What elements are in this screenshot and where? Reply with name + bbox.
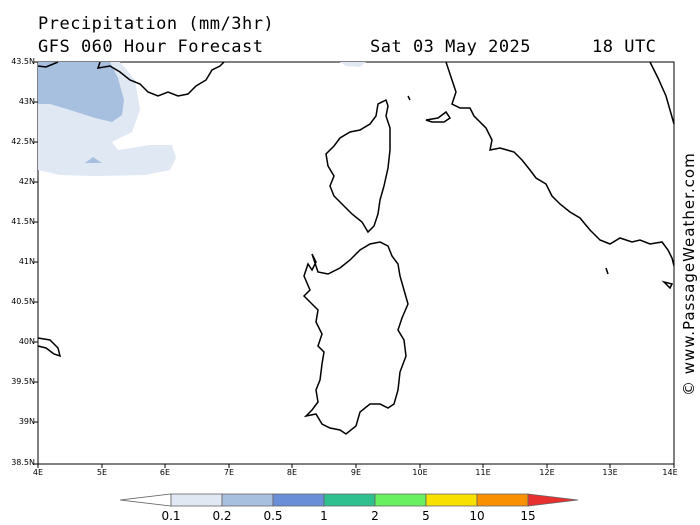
- legend-label: 2: [371, 509, 379, 523]
- precip-area-medium: [38, 62, 124, 122]
- lon-label: 7E: [223, 468, 235, 477]
- coastlines: [37, 61, 675, 435]
- legend-label: 5: [422, 509, 430, 523]
- lon-label: 8E: [286, 468, 298, 477]
- map-frame: [37, 61, 675, 465]
- lat-label: 41.5N: [11, 217, 35, 226]
- legend-swatch-0: [119, 493, 172, 507]
- lon-label: 4E: [32, 468, 44, 477]
- credit-text: © www.PassageWeather.com: [680, 152, 698, 396]
- coast-france: [37, 61, 225, 97]
- legend-colorbar: [119, 493, 579, 507]
- legend-label: 0.5: [263, 509, 283, 523]
- legend-swatch-5: [374, 493, 427, 507]
- axis-ticks: [34, 61, 675, 468]
- legend-label: 0.2: [212, 509, 232, 523]
- lon-label: 10E: [412, 468, 428, 477]
- precip-area-light-2: [340, 62, 366, 67]
- lon-label: 14E: [662, 468, 678, 477]
- valid-date: Sat 03 May 2025: [370, 37, 532, 57]
- lat-label: 39N: [18, 417, 35, 426]
- lon-label: 5E: [96, 468, 108, 477]
- lon-label: 11E: [475, 468, 491, 477]
- lat-label: 38.5N: [11, 458, 35, 467]
- coast-islet-3: [661, 280, 674, 290]
- lon-label: 12E: [539, 468, 555, 477]
- legend-swatch-8: [527, 493, 579, 507]
- lon-label: 6E: [159, 468, 171, 477]
- coast-east-edge: [649, 61, 675, 125]
- lat-label: 43.5N: [11, 57, 35, 66]
- precipitation-overlay: [38, 62, 366, 176]
- forecast-label: GFS 060 Hour Forecast: [38, 37, 264, 57]
- legend-swatch-1: [170, 493, 223, 507]
- legend-label: 1: [320, 509, 328, 523]
- valid-time: 18 UTC: [592, 37, 657, 57]
- coast-corsica: [325, 98, 391, 234]
- coast-elba: [425, 110, 452, 123]
- legend-label: 10: [469, 509, 485, 523]
- coast-south-left: [37, 337, 62, 358]
- lat-label: 43N: [18, 97, 35, 106]
- legend-swatch-4: [323, 493, 376, 507]
- lon-label: 13E: [602, 468, 618, 477]
- lat-label: 40N: [18, 337, 35, 346]
- legend-swatch-7: [476, 493, 529, 507]
- lat-label: 41N: [18, 257, 35, 266]
- legend-swatch-3: [272, 493, 325, 507]
- lat-label: 42.5N: [11, 137, 35, 146]
- lon-label: 9E: [350, 468, 362, 477]
- legend-swatch-2: [221, 493, 274, 507]
- legend-swatch-6: [425, 493, 478, 507]
- map-title: Precipitation (mm/3hr): [38, 14, 275, 34]
- legend-label: 15: [520, 509, 536, 523]
- precip-area-medium-2: [85, 157, 102, 163]
- coast-islet-1: [407, 95, 411, 101]
- coast-sardinia: [302, 241, 409, 435]
- coast-islet-2: [605, 267, 609, 275]
- lat-label: 42N: [18, 177, 35, 186]
- coast-italy: [445, 61, 675, 267]
- lat-label: 39.5N: [11, 377, 35, 386]
- legend-label: 0.1: [161, 509, 181, 523]
- lat-label: 40.5N: [11, 297, 35, 306]
